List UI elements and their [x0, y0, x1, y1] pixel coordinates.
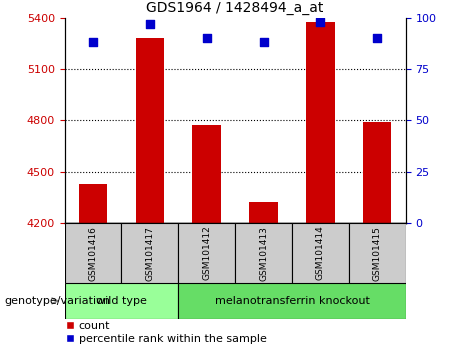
Bar	[65, 283, 178, 319]
Bar	[178, 283, 406, 319]
Point	[146, 21, 154, 27]
Text: GSM101417: GSM101417	[145, 225, 154, 281]
Bar	[136, 38, 164, 223]
Point	[260, 40, 267, 45]
Bar	[65, 223, 121, 283]
Bar	[306, 22, 335, 223]
Point	[317, 19, 324, 25]
Legend: count, percentile rank within the sample: count, percentile rank within the sample	[61, 316, 271, 348]
Bar	[249, 202, 278, 223]
Bar	[193, 125, 221, 223]
Text: genotype/variation: genotype/variation	[5, 296, 111, 306]
Text: GSM101412: GSM101412	[202, 226, 211, 280]
Bar	[178, 223, 235, 283]
Text: wild type: wild type	[96, 296, 147, 306]
Bar	[292, 223, 349, 283]
Text: GSM101414: GSM101414	[316, 226, 325, 280]
Point	[203, 35, 210, 41]
Bar	[121, 223, 178, 283]
Point	[89, 40, 97, 45]
Text: melanotransferrin knockout: melanotransferrin knockout	[214, 296, 369, 306]
Text: GSM101413: GSM101413	[259, 225, 268, 281]
Title: GDS1964 / 1428494_a_at: GDS1964 / 1428494_a_at	[147, 1, 324, 15]
Text: GSM101416: GSM101416	[89, 225, 97, 281]
Text: GSM101415: GSM101415	[373, 225, 382, 281]
Bar	[79, 184, 107, 223]
Point	[373, 35, 381, 41]
Bar	[349, 223, 406, 283]
Bar	[363, 122, 391, 223]
Bar	[235, 223, 292, 283]
